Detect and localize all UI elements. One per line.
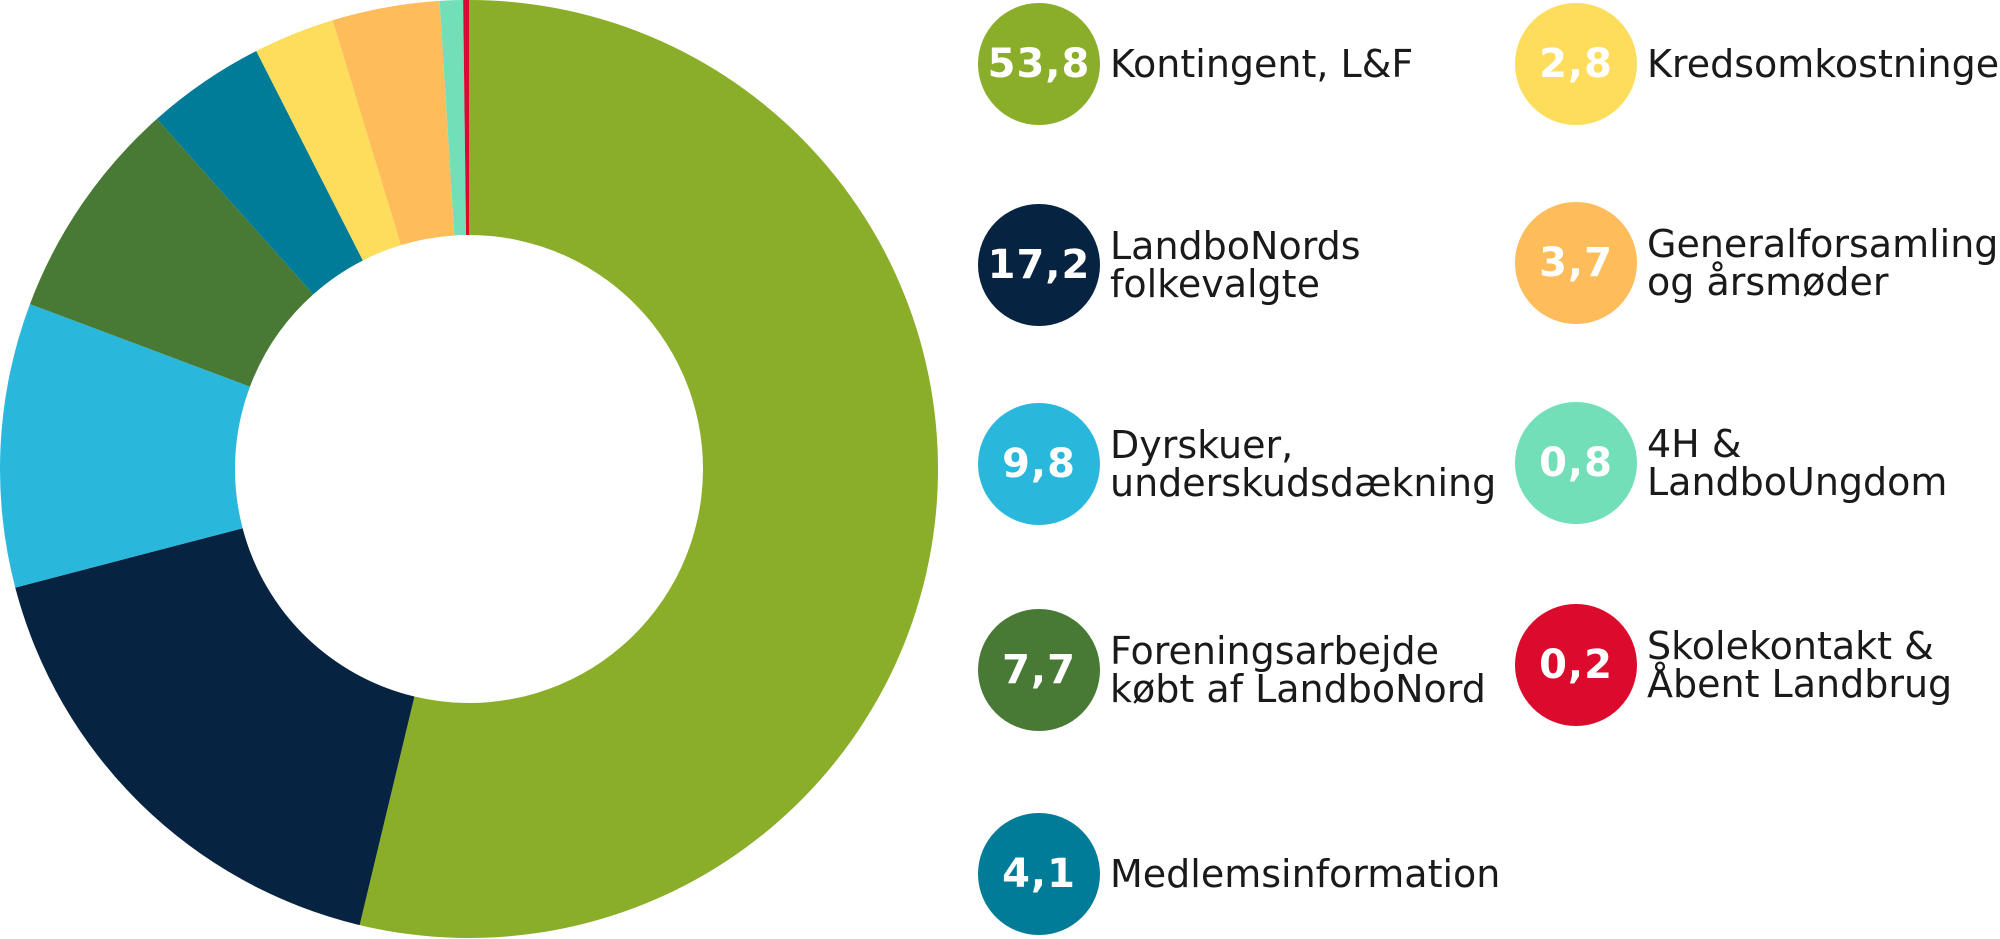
- legend-value-badge: 2,8: [1515, 3, 1637, 125]
- donut-slice-2: [0, 304, 250, 588]
- legend-label-line: folkevalgte: [1110, 262, 1320, 306]
- legend-item: 7,7 Foreningsarbejde købt af LandboNord: [978, 609, 1486, 731]
- donut-chart: [0, 0, 938, 939]
- legend-value-badge: 53,8: [978, 3, 1100, 125]
- legend-value-badge: 9,8: [978, 403, 1100, 525]
- legend-label-line: Åbent Landbrug: [1647, 662, 1953, 706]
- legend-label-line: 4H &: [1647, 422, 1742, 466]
- legend-label-line: Foreningsarbejde: [1110, 629, 1440, 673]
- legend-label: Foreningsarbejde købt af LandboNord: [1110, 632, 1486, 708]
- legend-item: 3,7 Generalforsamling og årsmøder: [1515, 202, 1998, 324]
- donut-slice-6: [332, 0, 455, 246]
- legend-value-badge: 3,7: [1515, 202, 1637, 324]
- legend-label: Kredsomkostninger: [1647, 45, 2000, 83]
- donut-slice-0: [359, 0, 938, 939]
- legend-label-line: LandboNords: [1110, 224, 1361, 268]
- legend-label: Dyrskuer, underskudsdækning: [1110, 426, 1496, 502]
- legend-label-line: Dyrskuer,: [1110, 423, 1294, 467]
- legend-label-line: købt af LandboNord: [1110, 667, 1486, 711]
- legend-label: LandboNords folkevalgte: [1110, 227, 1361, 303]
- legend-item: 0,2 Skolekontakt & Åbent Landbrug: [1515, 604, 1952, 726]
- legend-label-line: Kontingent, L&F: [1110, 42, 1414, 86]
- donut-slice-7: [439, 0, 467, 236]
- legend-item: 2,8 Kredsomkostninger: [1515, 3, 2000, 125]
- legend-label-line: Kredsomkostninger: [1647, 42, 2000, 86]
- legend-value-badge: 17,2: [978, 204, 1100, 326]
- legend-label: Medlemsinformation: [1110, 855, 1500, 893]
- donut-slice-5: [256, 20, 401, 261]
- legend-value-badge: 0,2: [1515, 604, 1637, 726]
- legend-label-line: Medlemsinformation: [1110, 852, 1501, 896]
- legend-label: 4H & LandboUngdom: [1647, 425, 1947, 501]
- legend-value-badge: 4,1: [978, 813, 1100, 935]
- legend-item: 17,2 LandboNords folkevalgte: [978, 204, 1361, 326]
- legend-item: 0,8 4H & LandboUngdom: [1515, 402, 1947, 524]
- legend-value-badge: 0,8: [1515, 402, 1637, 524]
- legend-label: Kontingent, L&F: [1110, 45, 1413, 83]
- legend-label: Skolekontakt & Åbent Landbrug: [1647, 627, 1952, 703]
- legend-item: 9,8 Dyrskuer, underskudsdækning: [978, 403, 1496, 525]
- legend-label-line: underskudsdækning: [1110, 461, 1497, 505]
- legend-value-badge: 7,7: [978, 609, 1100, 731]
- donut-slice-1: [15, 528, 415, 926]
- legend-label-line: Skolekontakt &: [1647, 624, 1934, 668]
- legend-item: 53,8 Kontingent, L&F: [978, 3, 1413, 125]
- donut-slice-8: [463, 0, 469, 236]
- donut-slice-4: [156, 51, 363, 295]
- legend-item: 4,1 Medlemsinformation: [978, 813, 1500, 935]
- legend-label-line: Generalforsamling: [1647, 222, 1999, 266]
- legend-label: Generalforsamling og årsmøder: [1647, 225, 1998, 301]
- donut-slice-3: [29, 118, 314, 387]
- legend-label-line: og årsmøder: [1647, 260, 1889, 304]
- legend-label-line: LandboUngdom: [1647, 460, 1948, 504]
